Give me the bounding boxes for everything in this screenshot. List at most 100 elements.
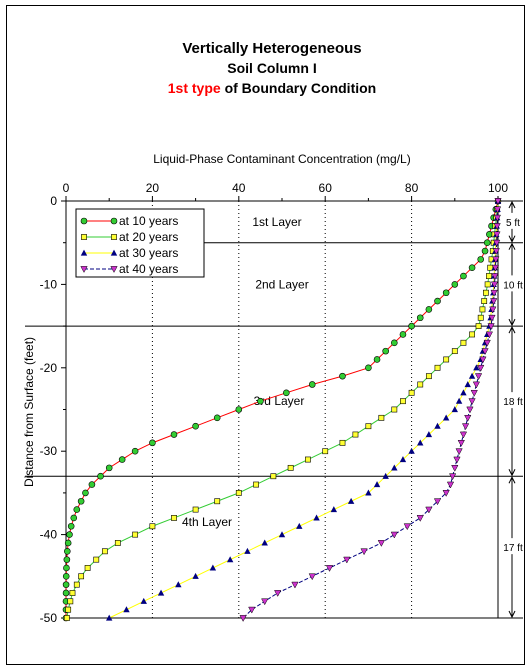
data-point (474, 373, 483, 381)
data-point (118, 456, 126, 463)
legend-marker (80, 217, 88, 225)
data-point (378, 414, 385, 421)
series-line (242, 200, 499, 619)
data-point (457, 440, 465, 447)
data-point (170, 431, 178, 438)
data-point (308, 573, 316, 581)
data-point (425, 306, 433, 313)
data-point (461, 423, 470, 431)
data-point (88, 481, 96, 488)
data-point (434, 297, 441, 305)
thickness-arrowhead-up (508, 476, 516, 484)
data-point (391, 339, 398, 347)
x-tick-label: 20 (146, 181, 160, 195)
x-tick-label: 0 (63, 181, 70, 195)
data-point (477, 314, 484, 321)
legend-marker (81, 234, 87, 240)
legend-marker (110, 249, 118, 256)
data-point (278, 531, 286, 538)
data-point (131, 447, 139, 455)
data-point (486, 231, 493, 238)
data-point (408, 322, 415, 330)
data-point (417, 439, 424, 446)
data-point (192, 572, 199, 579)
y-tick-label: -30 (40, 444, 58, 458)
thickness-arrowhead-up (508, 200, 516, 209)
data-point (477, 256, 485, 263)
thickness-arrowhead-down (508, 610, 516, 619)
data-point (490, 281, 499, 289)
data-point (391, 464, 398, 471)
data-point (479, 306, 486, 313)
data-point (433, 498, 442, 506)
legend-entry: at 20 years (119, 230, 178, 244)
data-point (97, 472, 104, 480)
x-tick-label: 60 (319, 181, 333, 195)
data-point (149, 523, 156, 530)
data-point (469, 331, 475, 338)
data-point (66, 531, 73, 538)
data-point (248, 606, 256, 614)
data-point (77, 497, 85, 505)
data-point (425, 431, 433, 438)
data-point (70, 514, 78, 522)
legend-entry: at 10 years (119, 214, 178, 228)
y-tick-label: -40 (40, 528, 58, 542)
data-point (466, 406, 474, 414)
data-point (192, 506, 199, 513)
chart-title-line3: 1st type of Boundary Condition (168, 80, 376, 96)
data-point (373, 481, 381, 488)
data-point (477, 364, 485, 372)
x-axis-label: Liquid-Phase Contaminant Concentration (… (153, 152, 410, 166)
data-point (408, 447, 415, 454)
data-point (464, 414, 472, 422)
y-tick-label: 0 (50, 194, 57, 208)
data-point (455, 397, 463, 404)
series-at-10-years (62, 197, 502, 622)
data-point (63, 556, 71, 563)
data-point (481, 298, 488, 304)
data-point (483, 339, 491, 347)
legend-box (75, 208, 205, 278)
data-point (235, 406, 243, 413)
data-point (352, 431, 359, 438)
data-point (339, 372, 346, 380)
layer-label: 3rd Layer (254, 394, 305, 408)
data-point (468, 264, 476, 272)
data-point (62, 581, 70, 588)
legend-marker (80, 249, 88, 256)
title-red-part: 1st type (168, 80, 221, 96)
data-point (464, 381, 471, 388)
data-point (82, 489, 89, 497)
data-point (408, 389, 415, 396)
data-point (308, 381, 316, 388)
y-tick-label: -10 (40, 277, 58, 291)
x-tick-label: 100 (488, 181, 508, 195)
data-point (244, 547, 251, 554)
data-point (416, 314, 424, 322)
data-point (347, 497, 355, 504)
data-point (377, 540, 385, 547)
data-point (132, 531, 139, 538)
data-point (399, 331, 407, 338)
data-point (400, 398, 406, 405)
layer-label: 1st Layer (252, 215, 301, 229)
data-point (296, 522, 303, 529)
thickness-arrowhead-up (508, 242, 516, 250)
data-point (493, 223, 501, 230)
legend-marker (111, 234, 117, 240)
data-point (399, 456, 407, 463)
data-point (175, 581, 182, 588)
data-point (490, 289, 498, 297)
data-point (64, 539, 72, 547)
data-point (455, 448, 463, 456)
data-point (425, 506, 433, 514)
data-point (274, 590, 282, 597)
thickness-arrowhead-up (508, 325, 516, 334)
y-axis-label: Distance from Surface (feet) (22, 337, 36, 487)
data-point (140, 597, 147, 604)
data-point (479, 356, 487, 364)
data-point (339, 439, 346, 446)
plot-area: 0 20 40 60 80 100 0 -10 -20 -30 -40 -50 1st Layer 5 f… (25, 181, 523, 625)
legend-marker (110, 266, 118, 273)
